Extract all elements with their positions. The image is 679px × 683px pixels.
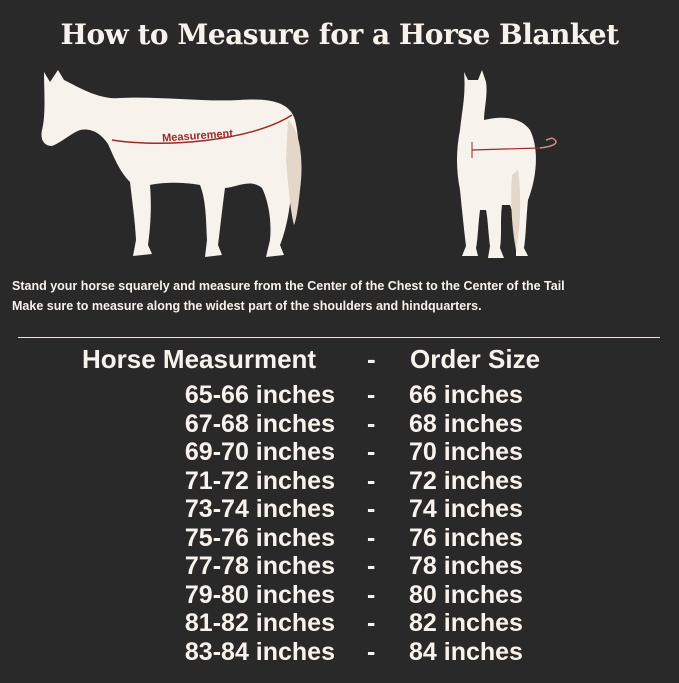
- header-separator: -: [367, 344, 376, 374]
- instruction-line-2: Make sure to measure along the widest pa…: [12, 299, 482, 313]
- separator-cell: -: [367, 466, 376, 495]
- order-size-cell: 68 inches: [409, 409, 523, 438]
- measurement-cell: 77-78 inches: [184, 552, 335, 580]
- table-row: 73-74 inches - 74 inches: [0, 495, 679, 523]
- measurement-cell: 67-68 inches: [184, 409, 335, 438]
- divider: [18, 337, 660, 338]
- separator-cell: -: [367, 609, 376, 637]
- table-row: 67-68 inches - 68 inches: [0, 410, 679, 438]
- separator-cell: -: [367, 580, 376, 609]
- header-horse-measurement: Horse Measurment: [82, 344, 317, 374]
- table-row: 83-84 inches - 84 inches: [0, 638, 679, 666]
- measurement-cell: 83-84 inches: [184, 637, 335, 666]
- measurement-cell: 81-82 inches: [184, 609, 335, 637]
- table-row: 77-78 inches - 78 inches: [0, 552, 679, 580]
- measurement-cell: 69-70 inches: [184, 438, 335, 466]
- horse-side-silhouette: [41, 70, 299, 257]
- order-size-cell: 76 inches: [409, 523, 523, 552]
- measurement-cell: 73-74 inches: [184, 495, 335, 523]
- order-size-cell: 74 inches: [409, 495, 523, 523]
- table-row: 65-66 inches - 66 inches: [0, 381, 679, 409]
- order-size-cell: 78 inches: [409, 552, 523, 580]
- table-row: 69-70 inches - 70 inches: [0, 438, 679, 466]
- measurement-cell: 75-76 inches: [184, 523, 335, 552]
- separator-cell: -: [367, 409, 376, 438]
- order-size-cell: 72 inches: [409, 466, 523, 495]
- page-title: How to Measure for a Horse Blanket: [60, 18, 620, 51]
- measurement-label: Measurement: [162, 128, 234, 145]
- horse-side-tail: [286, 120, 302, 225]
- table-row: 79-80 inches - 80 inches: [0, 581, 679, 609]
- horse-front-silhouette: [457, 70, 536, 258]
- order-size-cell: 84 inches: [409, 637, 523, 666]
- order-size-cell: 70 inches: [409, 438, 523, 466]
- separator-cell: -: [367, 438, 376, 466]
- wrap-arrow-icon: [539, 137, 557, 149]
- separator-cell: -: [367, 381, 376, 409]
- measurement-cell: 79-80 inches: [184, 580, 335, 609]
- measurement-cell: 71-72 inches: [184, 466, 335, 495]
- instruction-line-1: Stand your horse squarely and measure fr…: [12, 279, 565, 293]
- table-row: 75-76 inches - 76 inches: [0, 524, 679, 552]
- measurement-cell: 65-66 inches: [184, 381, 335, 409]
- horse-front-tail: [511, 170, 521, 250]
- order-size-cell: 66 inches: [409, 381, 523, 409]
- horse-diagram: Measurement: [41, 70, 557, 258]
- front-measurement-line: [471, 147, 541, 151]
- separator-cell: -: [367, 637, 376, 666]
- header-order-size: Order Size: [410, 344, 541, 374]
- horse-front-view-illustration: [457, 70, 557, 258]
- separator-cell: -: [367, 495, 376, 523]
- order-size-cell: 80 inches: [409, 580, 523, 609]
- table-row: 81-82 inches - 82 inches: [0, 609, 679, 637]
- table-row: 71-72 inches - 72 inches: [0, 467, 679, 495]
- separator-cell: -: [367, 523, 376, 552]
- measurement-line: [111, 114, 293, 145]
- separator-cell: -: [367, 552, 376, 580]
- order-size-cell: 82 inches: [409, 609, 523, 637]
- horse-side-view-illustration: Measurement: [41, 70, 302, 257]
